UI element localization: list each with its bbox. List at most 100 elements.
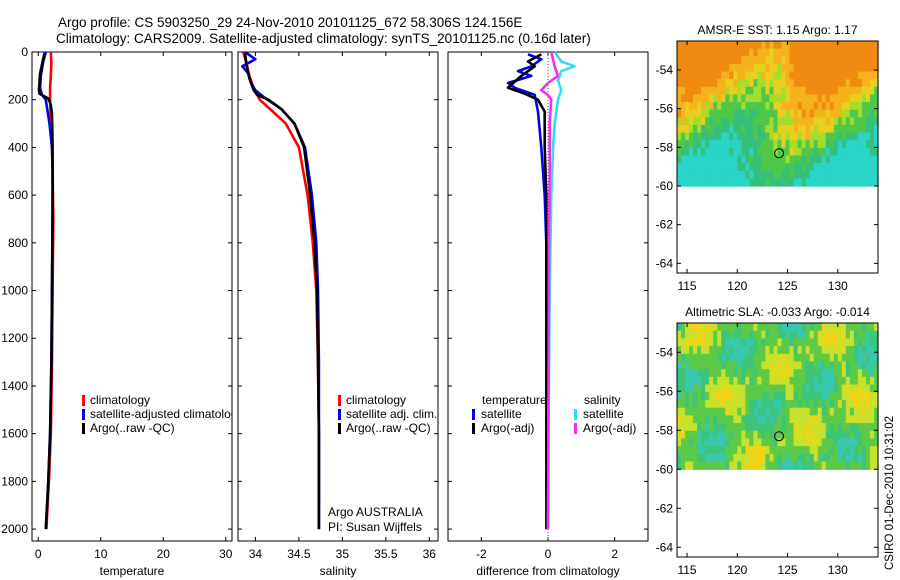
heatmap-cell — [853, 423, 859, 432]
heatmap-cell — [709, 376, 714, 386]
heatmap-cell — [737, 71, 742, 80]
heatmap-cell — [865, 369, 871, 378]
heatmap-cell — [829, 109, 835, 118]
heatmap-cell — [817, 86, 823, 96]
y-tick-label: -56 — [656, 102, 674, 116]
heatmap-cell — [721, 147, 726, 157]
heatmap-cell — [849, 338, 855, 347]
heatmap-cell — [685, 132, 690, 141]
heatmap-cell — [845, 461, 851, 470]
heatmap-cell — [841, 399, 847, 409]
heatmap-cell — [817, 163, 823, 172]
heatmap-cell — [817, 399, 823, 409]
heatmap-cell — [861, 41, 867, 50]
heatmap-cell — [733, 63, 738, 73]
heatmap-cell — [677, 102, 682, 111]
heatmap-cell — [833, 323, 839, 332]
heatmap-cell — [785, 117, 791, 126]
heatmap-cell — [769, 117, 775, 126]
heatmap-cell — [869, 369, 875, 378]
heatmap-cell — [677, 140, 682, 149]
heatmap-cell — [853, 430, 859, 440]
heatmap-cell — [693, 41, 698, 50]
heatmap-cell — [677, 423, 682, 432]
heatmap-cell — [829, 86, 835, 96]
salinity-series-argo-raw-qc- — [243, 53, 321, 530]
heatmap-cell — [729, 102, 734, 111]
heatmap-cell — [713, 94, 718, 103]
heatmap-cell — [737, 178, 742, 187]
y-tick-label: -54 — [656, 63, 674, 77]
heatmap-cell — [773, 102, 779, 111]
heatmap-cell — [853, 415, 859, 424]
heatmap-cell — [837, 102, 843, 111]
heatmap-cell — [865, 71, 871, 80]
heatmap-cell — [693, 415, 698, 424]
heatmap-cell — [697, 446, 702, 455]
heatmap-cell — [677, 392, 682, 401]
heatmap-cell — [693, 147, 698, 157]
heatmap-cell — [809, 132, 815, 141]
heatmap-cell — [785, 48, 791, 57]
heatmap-cell — [681, 79, 686, 88]
y-tick-label: 1800 — [1, 474, 28, 488]
heatmap-cell — [837, 453, 843, 463]
heatmap-cell — [845, 140, 851, 149]
heatmap-cell — [805, 79, 811, 88]
heatmap-cell — [701, 163, 706, 172]
heatmap-cell — [817, 79, 823, 88]
heatmap-cell — [801, 407, 807, 416]
heatmap-cell — [717, 407, 722, 416]
heatmap-cell — [801, 147, 807, 157]
heatmap-cell — [837, 41, 843, 50]
heatmap-cell — [829, 155, 835, 164]
heatmap-cell — [809, 170, 815, 179]
heatmap-cell — [733, 369, 738, 378]
heatmap-cell — [865, 407, 871, 416]
heatmap-cell — [817, 140, 823, 149]
heatmap-cell — [725, 56, 730, 65]
heatmap-cell — [737, 399, 742, 409]
heatmap-cell — [689, 178, 694, 187]
heatmap-cell — [833, 109, 839, 118]
heatmap-cell — [725, 446, 730, 455]
heatmap-cell — [849, 369, 855, 378]
heatmap-cell — [833, 346, 839, 355]
heatmap-cell — [853, 140, 859, 149]
heatmap-cell — [841, 94, 847, 103]
heatmap-cell — [701, 170, 706, 179]
heatmap-cell — [813, 79, 819, 88]
heatmap-cell — [797, 369, 803, 378]
heatmap-cell — [781, 163, 787, 172]
heatmap-cell — [801, 438, 807, 447]
legend-title-temperature: temperature — [482, 393, 547, 407]
heatmap-cell — [841, 446, 847, 455]
heatmap-cell — [681, 338, 686, 347]
heatmap-cell — [793, 353, 799, 363]
heatmap-cell — [753, 415, 758, 424]
heatmap-cell — [809, 178, 815, 187]
heatmap-cell — [733, 415, 738, 424]
heatmap-cell — [773, 384, 779, 393]
difference-series-salinity-satellite — [546, 51, 577, 530]
heatmap-cell — [737, 330, 742, 339]
heatmap-cell — [745, 63, 750, 73]
heatmap-cell — [793, 392, 799, 401]
heatmap-cell — [809, 369, 815, 378]
heatmap-cell — [765, 415, 771, 424]
heatmap-cell — [853, 384, 859, 393]
heatmap-cell — [737, 438, 742, 447]
heatmap-cell — [873, 407, 879, 416]
heatmap-cell — [761, 399, 767, 409]
heatmap-cell — [677, 147, 682, 157]
heatmap-cell — [677, 446, 682, 455]
heatmap-cell — [757, 461, 763, 470]
heatmap-cell — [805, 330, 811, 339]
heatmap-cell — [857, 155, 863, 164]
heatmap-cell — [689, 147, 694, 157]
heatmap-cell — [817, 102, 823, 111]
heatmap-cell — [869, 102, 875, 111]
heatmap-cell — [689, 446, 694, 455]
heatmap-cell — [753, 384, 758, 393]
heatmap-cell — [869, 41, 875, 50]
